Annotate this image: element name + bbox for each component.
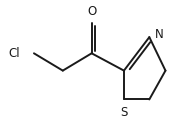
Text: Cl: Cl	[9, 47, 20, 60]
Text: O: O	[87, 5, 96, 18]
Text: S: S	[120, 106, 128, 119]
Text: N: N	[155, 28, 164, 41]
